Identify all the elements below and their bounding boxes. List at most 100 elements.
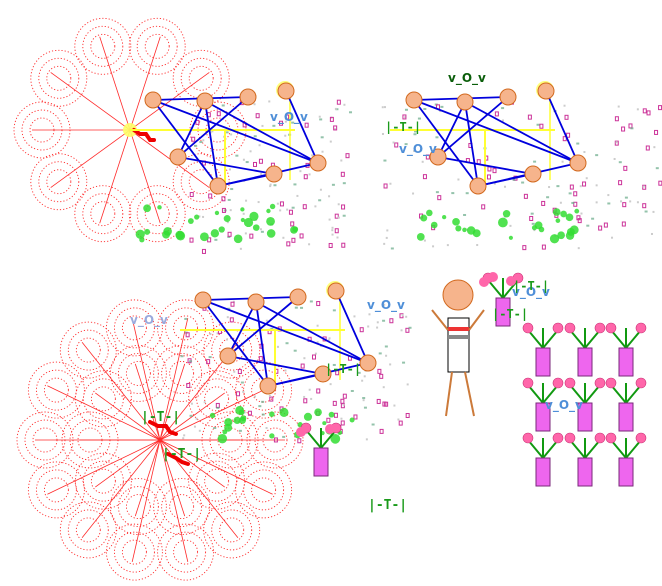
- web-node: [314, 365, 332, 383]
- confetti-piece: [603, 222, 608, 228]
- stem: [584, 329, 601, 349]
- confetti-piece: [336, 99, 341, 105]
- web-edge: [437, 101, 466, 158]
- confetti-piece: [273, 184, 277, 187]
- confetti-piece: [202, 215, 205, 218]
- web-node: [289, 288, 307, 306]
- flower-head: [594, 432, 606, 444]
- confetti-piece: [189, 192, 194, 198]
- flower-head: [522, 322, 534, 334]
- confetti-piece: [261, 400, 265, 403]
- confetti-piece: [381, 132, 384, 135]
- confetti-piece: [288, 209, 293, 215]
- web-node: [309, 154, 327, 172]
- stem: [584, 439, 601, 459]
- confetti-piece: [405, 413, 410, 419]
- tee-label-flower-pot: |-T-|: [492, 307, 528, 321]
- arm: [468, 309, 485, 331]
- confetti-piece: [269, 183, 272, 186]
- confetti-piece: [284, 120, 287, 123]
- petal-ray: [50, 129, 131, 188]
- confetti-piece: [258, 356, 263, 362]
- petal-ray: [134, 439, 161, 517]
- confetti-piece: [189, 237, 194, 243]
- confetti-piece: [595, 154, 599, 157]
- confetti-piece: [207, 237, 212, 243]
- confetti-piece: [329, 116, 334, 122]
- confetti-piece: [579, 185, 582, 188]
- flower-head: [605, 432, 617, 444]
- confetti-piece: [559, 201, 562, 204]
- stem: [320, 429, 337, 449]
- confetti-piece: [376, 321, 379, 324]
- confetti-piece: [319, 118, 323, 121]
- confetti-piece: [487, 166, 492, 172]
- petal-ring: [90, 201, 116, 227]
- flower-head: [325, 424, 335, 434]
- petal-ring: [173, 539, 199, 565]
- confetti-piece: [284, 134, 287, 137]
- leg: [445, 371, 453, 417]
- arm: [431, 309, 449, 331]
- confetti-piece: [284, 369, 287, 372]
- confetti-piece: [539, 123, 544, 129]
- confetti-piece: [541, 200, 546, 206]
- confetti-piece: [522, 245, 527, 251]
- petal-ray: [95, 439, 161, 488]
- petal-ring: [243, 369, 285, 411]
- green-dot: [224, 423, 233, 432]
- web-node: [169, 148, 187, 166]
- confetti-piece: [316, 341, 319, 344]
- petal-ring: [90, 33, 116, 59]
- web-graph: [405, 82, 587, 195]
- web-node: [537, 82, 555, 100]
- confetti-piece: [227, 231, 232, 237]
- petal-ring: [46, 169, 72, 195]
- green-dot: [497, 217, 508, 228]
- petal-ring: [82, 378, 124, 420]
- confetti-piece: [523, 193, 528, 199]
- confetti-piece: [249, 233, 254, 239]
- confetti-piece: [326, 417, 331, 423]
- confetti-piece: [265, 426, 268, 429]
- vov-label-top-left: v_O_v: [270, 110, 308, 125]
- confetti-piece: [211, 130, 214, 133]
- confetti-piece: [397, 418, 400, 421]
- petal-ring: [43, 377, 69, 403]
- confetti-piece: [314, 205, 317, 208]
- green-dot: [574, 208, 580, 214]
- confetti-piece: [383, 159, 387, 162]
- confetti-piece: [493, 182, 496, 185]
- petal-ring: [153, 478, 211, 536]
- confetti-piece: [386, 229, 389, 232]
- confetti-piece: [531, 222, 535, 225]
- confetti-piece: [405, 315, 408, 318]
- petal-ring: [117, 486, 159, 528]
- web-node: [524, 165, 542, 183]
- confetti-piece: [564, 114, 569, 120]
- confetti-piece: [342, 403, 345, 406]
- foreground-layer: [144, 82, 647, 487]
- potted-flower-icon: [522, 432, 564, 487]
- petal-ring: [169, 360, 195, 386]
- stripe: [448, 327, 469, 331]
- confetti-piece: [642, 108, 647, 114]
- confetti-piece: [293, 183, 297, 186]
- confetti-piece: [342, 182, 346, 185]
- confetti-piece: [645, 145, 650, 151]
- confetti-piece: [221, 104, 225, 107]
- petal-ring: [109, 478, 167, 536]
- confetti-piece: [328, 218, 331, 221]
- confetti-piece: [556, 185, 560, 188]
- confetti-piece: [214, 238, 218, 241]
- confetti-piece: [595, 184, 598, 187]
- petal-ring: [128, 17, 186, 75]
- confetti-piece: [650, 232, 653, 235]
- potted-flower-icon: [522, 377, 564, 432]
- confetti-piece: [400, 329, 403, 332]
- confetti-piece: [227, 307, 231, 310]
- flower-head: [552, 432, 564, 444]
- confetti-piece: [501, 107, 505, 110]
- confetti-piece: [350, 389, 354, 392]
- confetti-piece: [341, 204, 346, 210]
